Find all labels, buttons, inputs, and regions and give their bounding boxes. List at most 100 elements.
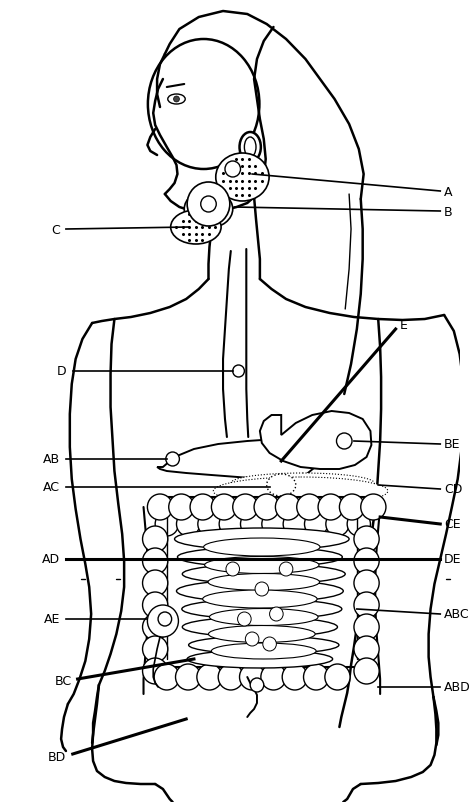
Ellipse shape — [177, 547, 342, 567]
Circle shape — [240, 512, 264, 537]
Ellipse shape — [187, 650, 333, 668]
Text: DE: DE — [444, 553, 462, 565]
Text: BD: BD — [48, 751, 66, 764]
Ellipse shape — [209, 626, 315, 642]
Circle shape — [237, 612, 251, 626]
Text: E: E — [400, 319, 407, 332]
Polygon shape — [157, 439, 318, 480]
Circle shape — [304, 512, 328, 537]
Text: B: B — [444, 205, 453, 218]
Text: D: D — [56, 365, 66, 378]
Circle shape — [275, 494, 301, 520]
Ellipse shape — [231, 473, 374, 493]
Circle shape — [201, 196, 216, 213]
Circle shape — [279, 562, 293, 577]
Text: AB: AB — [43, 453, 60, 466]
Circle shape — [187, 183, 230, 227]
Ellipse shape — [239, 133, 261, 163]
Ellipse shape — [203, 590, 317, 608]
Circle shape — [337, 433, 352, 449]
Circle shape — [246, 632, 259, 646]
Ellipse shape — [176, 581, 343, 602]
Circle shape — [198, 512, 221, 537]
Ellipse shape — [182, 599, 342, 619]
Circle shape — [326, 512, 349, 537]
Text: AC: AC — [43, 481, 60, 494]
Ellipse shape — [205, 557, 319, 573]
Text: BC: BC — [55, 674, 72, 687]
Circle shape — [361, 494, 386, 520]
Ellipse shape — [168, 95, 185, 105]
Circle shape — [143, 570, 168, 596]
Ellipse shape — [182, 618, 337, 638]
Circle shape — [169, 494, 194, 520]
Ellipse shape — [267, 475, 296, 496]
Circle shape — [176, 512, 200, 537]
Ellipse shape — [211, 643, 316, 659]
Circle shape — [143, 658, 168, 684]
Circle shape — [143, 526, 168, 553]
Circle shape — [226, 562, 239, 577]
Circle shape — [270, 607, 283, 622]
Circle shape — [347, 512, 371, 537]
Ellipse shape — [189, 636, 339, 654]
Circle shape — [250, 678, 264, 692]
Circle shape — [318, 494, 343, 520]
Circle shape — [166, 452, 179, 467]
Circle shape — [297, 494, 322, 520]
Circle shape — [225, 162, 240, 178]
Ellipse shape — [213, 477, 388, 505]
Ellipse shape — [208, 573, 319, 591]
Circle shape — [233, 366, 245, 378]
Circle shape — [354, 636, 379, 662]
Circle shape — [261, 664, 286, 691]
Circle shape — [143, 636, 168, 662]
Text: A: A — [444, 185, 453, 198]
Text: AE: AE — [44, 613, 60, 626]
Ellipse shape — [210, 609, 318, 626]
Ellipse shape — [204, 538, 320, 557]
Text: ABC: ABC — [444, 608, 470, 621]
Circle shape — [233, 494, 258, 520]
Ellipse shape — [171, 211, 221, 245]
Circle shape — [354, 658, 379, 684]
Ellipse shape — [148, 40, 259, 170]
Circle shape — [211, 494, 237, 520]
Text: ABD: ABD — [444, 681, 471, 694]
Circle shape — [263, 638, 276, 651]
Ellipse shape — [174, 529, 349, 550]
Circle shape — [255, 582, 269, 596]
Circle shape — [143, 592, 168, 618]
Circle shape — [262, 512, 285, 537]
Circle shape — [325, 664, 350, 691]
Circle shape — [254, 494, 279, 520]
Circle shape — [158, 612, 172, 626]
Circle shape — [354, 570, 379, 596]
Circle shape — [239, 664, 265, 691]
Text: BE: BE — [444, 438, 461, 451]
Circle shape — [147, 606, 178, 638]
Text: C: C — [51, 223, 60, 237]
Circle shape — [190, 494, 215, 520]
Text: AD: AD — [42, 553, 60, 565]
Circle shape — [283, 512, 306, 537]
Circle shape — [218, 664, 244, 691]
Circle shape — [143, 549, 168, 574]
Circle shape — [303, 664, 329, 691]
Circle shape — [175, 664, 201, 691]
Circle shape — [354, 614, 379, 640]
Circle shape — [339, 494, 365, 520]
Circle shape — [354, 549, 379, 574]
Ellipse shape — [173, 97, 179, 103]
Circle shape — [282, 664, 308, 691]
Circle shape — [219, 512, 242, 537]
Text: CE: CE — [444, 518, 461, 531]
Circle shape — [197, 664, 222, 691]
Circle shape — [155, 512, 178, 537]
Circle shape — [154, 664, 179, 691]
Ellipse shape — [216, 154, 269, 202]
Ellipse shape — [245, 138, 256, 158]
Circle shape — [147, 494, 173, 520]
Text: CD: CD — [444, 483, 463, 496]
Circle shape — [354, 592, 379, 618]
